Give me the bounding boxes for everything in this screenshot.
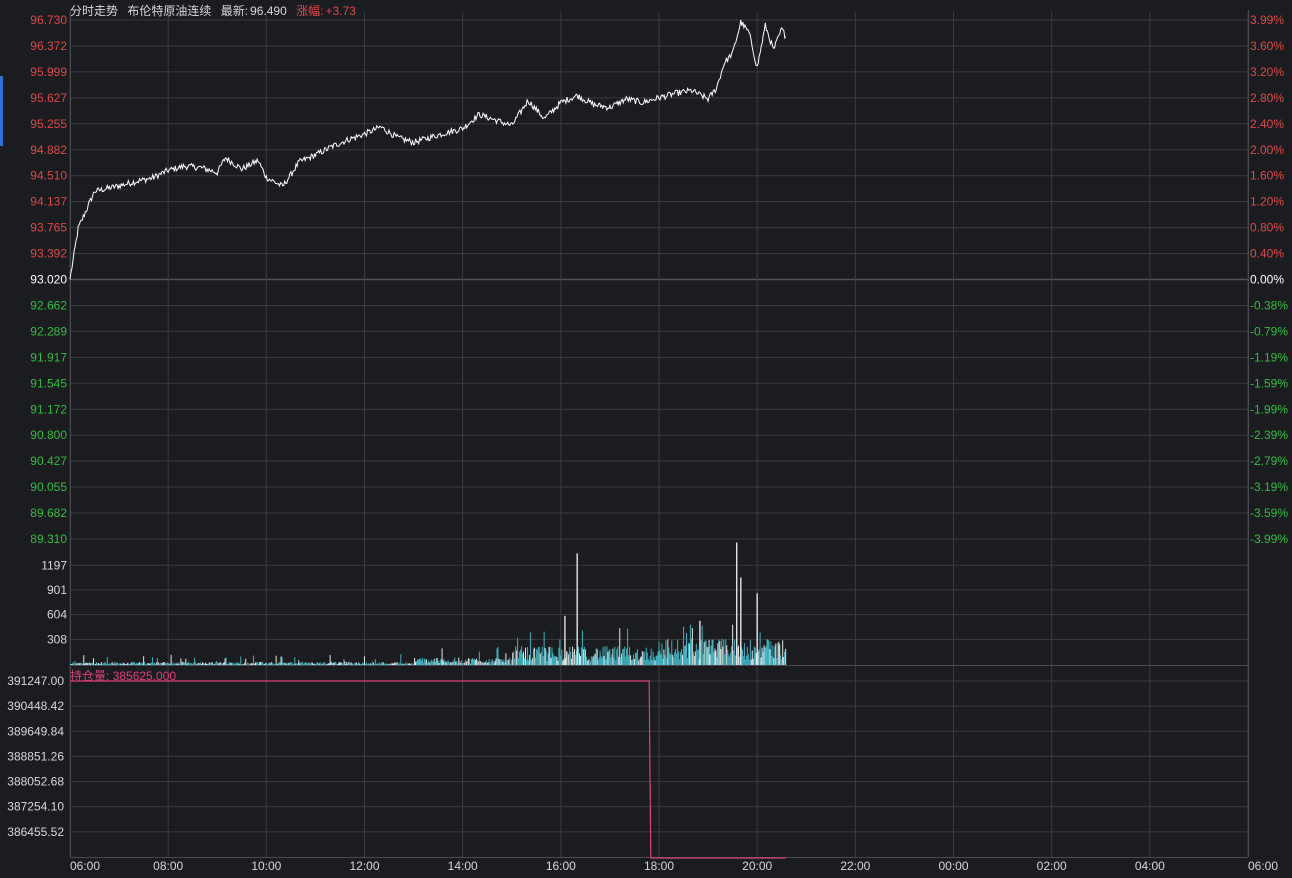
percent-tick-label: -3.19% [1250,480,1288,494]
percent-tick-label: 2.00% [1250,143,1284,157]
time-tick-label: 18:00 [644,859,674,873]
volume-bars [69,542,787,665]
chart-header: 分时走势 布伦特原油连续 最新: 96.490 涨幅: +3.73 [70,2,362,18]
price-tick-label: 90.055 [30,480,67,494]
price-tick-label: 90.427 [30,454,67,468]
percent-tick-label: -3.99% [1250,532,1288,546]
percent-tick-label: -1.19% [1250,350,1288,364]
percent-tick-label: -3.59% [1250,506,1288,520]
time-tick-label: 06:00 [1248,859,1278,873]
price-tick-label: 91.545 [30,376,67,390]
percent-tick-label: 1.20% [1250,195,1284,209]
percent-tick-label: 0.40% [1250,247,1284,261]
time-tick-label: 08:00 [153,859,183,873]
price-tick-label: 91.172 [30,402,67,416]
oi-tick-label: 388052.68 [7,775,64,789]
time-tick-label: 02:00 [1037,859,1067,873]
percent-tick-label: -1.59% [1250,376,1288,390]
price-tick-label: 94.137 [30,195,67,209]
percent-tick-label: 0.00% [1250,273,1284,287]
price-series-line [69,19,787,280]
time-tick-label: 10:00 [251,859,281,873]
tab-intraday[interactable]: 分时走势 [70,4,119,18]
price-tick-label: 91.917 [30,350,67,364]
oi-tick-label: 391247.00 [7,674,64,688]
oi-tick-label: 388851.26 [7,749,64,763]
time-grid [69,12,1249,857]
price-tick-label: 96.372 [30,39,67,53]
time-tick-label: 20:00 [742,859,772,873]
oi-tick-label: 389649.84 [7,724,64,738]
latest-value: 96.490 [250,4,287,18]
percent-tick-label: 2.80% [1250,91,1284,105]
percent-tick-label: -2.39% [1250,428,1288,442]
percent-tick-label: 1.60% [1250,169,1284,183]
oi-tick-label: 386455.52 [7,825,64,839]
oi-tick-label: 390448.42 [7,699,64,713]
time-tick-label: 00:00 [938,859,968,873]
open-interest-label: 持仓量: 385625.000 [70,669,177,683]
price-tick-label: 95.999 [30,65,67,79]
price-tick-label: 92.662 [30,298,67,312]
percent-tick-label: -2.79% [1250,454,1288,468]
price-tick-label: 89.682 [30,506,67,520]
time-tick-label: 12:00 [349,859,379,873]
time-tick-label: 22:00 [840,859,870,873]
price-tick-label: 94.882 [30,143,67,157]
volume-tick-label: 604 [47,608,67,622]
time-tick-label: 14:00 [448,859,478,873]
price-tick-label: 96.730 [30,13,67,27]
time-tick-label: 04:00 [1135,859,1165,873]
percent-tick-label: 3.99% [1250,13,1284,27]
latest-label: 最新: [220,4,249,18]
percent-tick-label: -1.99% [1250,402,1288,416]
price-tick-label: 94.510 [30,169,67,183]
percent-tick-label: 3.20% [1250,65,1284,79]
oi-tick-label: 387254.10 [7,800,64,814]
volume-tick-label: 308 [47,632,67,646]
percent-tick-label: -0.79% [1250,324,1288,338]
instrument-name: 布伦特原油连续 [127,4,212,18]
price-tick-label: 93.765 [30,221,67,235]
change-value: +3.73 [325,4,356,18]
price-tick-label: 95.255 [30,117,67,131]
price-tick-label: 90.800 [30,428,67,442]
volume-tick-label: 1197 [41,558,67,572]
price-tick-label: 92.289 [30,324,67,338]
time-tick-label: 16:00 [546,859,576,873]
percent-tick-label: 2.40% [1250,117,1284,131]
price-tick-label: 89.310 [30,532,67,546]
change-label: 涨幅: [296,4,324,18]
time-tick-label: 06:00 [70,859,100,873]
percent-tick-label: 0.80% [1250,221,1284,235]
volume-tick-label: 901 [47,583,67,597]
price-tick-label: 93.392 [30,247,67,261]
active-panel-indicator [0,76,3,146]
price-tick-label: 93.020 [30,273,67,287]
percent-tick-label: 3.60% [1250,39,1284,53]
price-tick-label: 95.627 [30,91,67,105]
open-interest-line [70,680,786,859]
percent-tick-label: -0.38% [1250,298,1288,312]
